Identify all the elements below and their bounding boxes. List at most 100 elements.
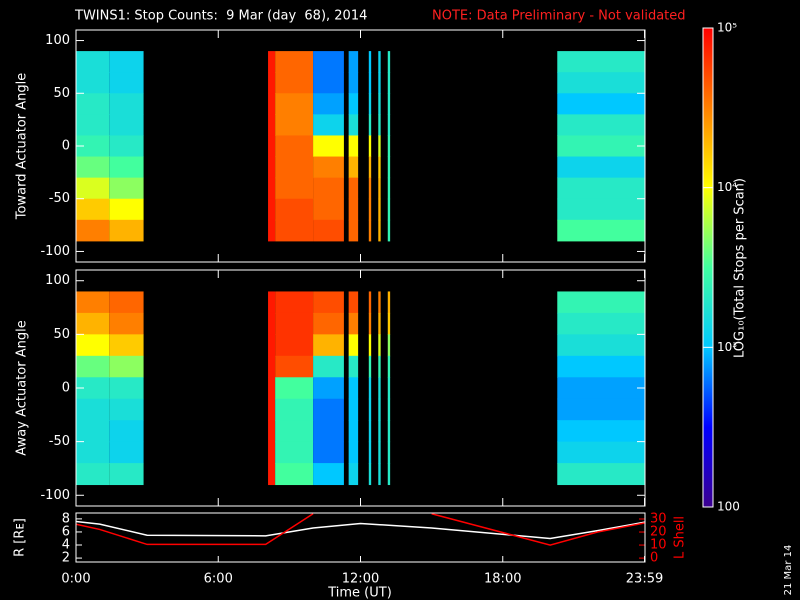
- heatmap-cell: [387, 93, 391, 115]
- heatmap-cell: [557, 93, 645, 115]
- y-tick-label: -100: [40, 488, 70, 503]
- heatmap-cell: [76, 291, 110, 314]
- heatmap-cell: [378, 93, 381, 115]
- date-stamp: 21 Mar 14: [783, 545, 794, 596]
- heatmap-cell: [378, 355, 381, 378]
- heatmap-cell: [313, 93, 344, 115]
- heatmap-cell: [557, 334, 645, 357]
- heatmap-cell: [378, 72, 381, 94]
- heatmap-cell: [275, 177, 314, 200]
- plot-frame: [75, 512, 646, 563]
- colorbar-tick-label: 100: [717, 500, 740, 514]
- heatmap-cell: [368, 377, 372, 400]
- heatmap-cell: [387, 135, 391, 158]
- series-line: [76, 513, 645, 546]
- heatmap-cell: [275, 156, 314, 179]
- heatmap-cell: [378, 219, 381, 242]
- heatmap-cell: [313, 377, 344, 400]
- heatmap-cell: [109, 355, 144, 378]
- heatmap-cell: [275, 398, 314, 421]
- heatmap-cell: [313, 312, 344, 335]
- heatmap-cell: [268, 51, 276, 73]
- colorbar: [702, 27, 714, 508]
- heatmap-cell: [275, 198, 314, 221]
- heatmap-cell: [348, 441, 359, 464]
- y2-axis-label: L Shell: [673, 516, 688, 559]
- heatmap-cell: [109, 398, 144, 421]
- heatmap-cell: [557, 156, 645, 179]
- heatmap-cell: [109, 135, 144, 158]
- x-tick-label: 18:00: [484, 572, 521, 587]
- heatmap-cell: [378, 135, 381, 158]
- heatmap-cell: [275, 355, 314, 378]
- heatmap-cell: [313, 156, 344, 179]
- heatmap-cell: [109, 156, 144, 179]
- heatmap-cell: [378, 334, 381, 357]
- y2-tick-label: 0: [650, 551, 658, 566]
- heatmap-cell: [557, 219, 645, 242]
- heatmap-cell: [268, 291, 276, 314]
- y-tick-label: 100: [45, 273, 70, 288]
- heatmap-cell: [76, 135, 110, 158]
- heatmap-cell: [268, 156, 276, 179]
- heatmap-cell: [368, 441, 372, 464]
- note: NOTE: Data Preliminary - Not validated: [432, 9, 686, 24]
- heatmap-cell: [557, 72, 645, 94]
- heatmap-cell: [368, 93, 372, 115]
- heatmap-cell: [313, 219, 344, 242]
- heatmap-cell: [348, 51, 359, 73]
- heatmap-cell: [109, 312, 144, 335]
- heatmap-cell: [387, 291, 391, 314]
- heatmap-cell: [76, 334, 110, 357]
- x-tick-label: 12:00: [342, 572, 379, 587]
- heatmap-cell: [76, 156, 110, 179]
- heatmap-cell: [368, 135, 372, 158]
- heatmap-cell: [348, 72, 359, 94]
- heatmap-cell: [76, 93, 110, 115]
- heatmap-cell: [268, 198, 276, 221]
- x-tick-label: 0:00: [61, 572, 90, 587]
- heatmap-cell: [557, 398, 645, 421]
- heatmap-cell: [109, 219, 144, 242]
- heatmap-cell: [275, 135, 314, 158]
- heatmap-cell: [348, 114, 359, 136]
- heatmap-cell: [76, 355, 110, 378]
- heatmap-cell: [557, 114, 645, 136]
- chart-title: TWINS1: Stop Counts: 9 Mar (day 68), 201…: [74, 9, 367, 24]
- heatmap-cell: [275, 334, 314, 357]
- heatmap-cell: [268, 398, 276, 421]
- heatmap-cell: [268, 219, 276, 242]
- y-axis-label: Away Actuator Angle: [15, 320, 30, 455]
- heatmap-cell: [313, 114, 344, 136]
- heatmap-cell: [313, 334, 344, 357]
- heatmap-cell: [368, 398, 372, 421]
- heatmap-cell: [76, 398, 110, 421]
- heatmap-cell: [378, 114, 381, 136]
- heatmap-cell: [387, 51, 391, 73]
- heatmap-cell: [268, 93, 276, 115]
- y-tick-label: 0: [62, 381, 70, 396]
- y-tick-label: 50: [53, 86, 70, 101]
- heatmap-cell: [348, 219, 359, 242]
- heatmap-cell: [387, 398, 391, 421]
- heatmap-cell: [275, 441, 314, 464]
- heatmap-cell: [275, 51, 314, 73]
- heatmap-cell: [557, 198, 645, 221]
- heatmap-cell: [275, 114, 314, 136]
- heatmap-cell: [313, 420, 344, 443]
- heatmap-cell: [378, 291, 381, 314]
- heatmap-cell: [76, 72, 110, 94]
- heatmap-cell: [76, 198, 110, 221]
- heatmap-cell: [268, 114, 276, 136]
- heatmap-cell: [348, 291, 359, 314]
- heatmap-cell: [76, 177, 110, 200]
- heatmap-cell: [268, 441, 276, 464]
- heatmap-cell: [368, 156, 372, 179]
- heatmap-cell: [378, 377, 381, 400]
- heatmap-cell: [313, 177, 344, 200]
- heatmap-cell: [313, 198, 344, 221]
- heatmap-cell: [368, 114, 372, 136]
- heatmap-cell: [387, 441, 391, 464]
- y-tick-label: 8: [62, 511, 70, 526]
- colorbar-label: LOG₁₀(Total Stops per Scan): [733, 178, 748, 358]
